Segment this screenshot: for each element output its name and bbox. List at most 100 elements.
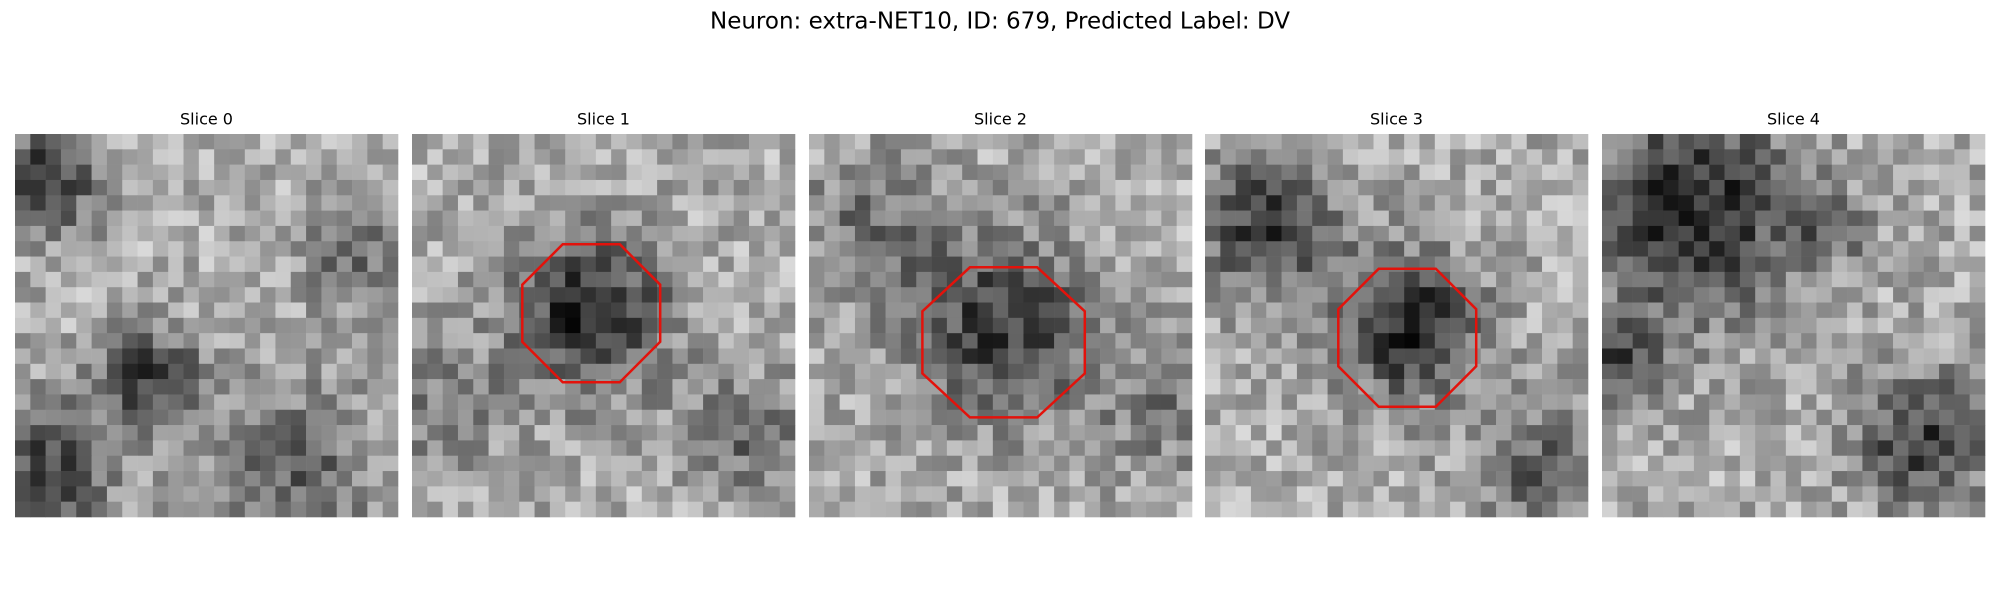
pixel bbox=[641, 394, 658, 411]
pixel bbox=[1008, 501, 1024, 518]
pixel bbox=[382, 379, 399, 395]
pixel bbox=[1404, 225, 1420, 242]
pixel bbox=[473, 287, 489, 303]
pixel bbox=[198, 379, 215, 395]
pixel bbox=[1115, 394, 1132, 411]
pixel bbox=[1893, 149, 1909, 165]
pixel bbox=[1632, 394, 1649, 411]
pixel bbox=[367, 179, 383, 196]
pixel bbox=[672, 271, 689, 288]
pixel bbox=[1617, 501, 1633, 518]
pixel bbox=[824, 363, 840, 380]
pixel bbox=[260, 149, 276, 165]
pixel bbox=[152, 425, 169, 441]
pixel bbox=[764, 317, 780, 334]
pixel bbox=[1526, 317, 1543, 334]
pixel bbox=[854, 302, 871, 319]
pixel bbox=[1434, 425, 1451, 441]
pixel bbox=[779, 179, 796, 196]
pixel bbox=[687, 179, 704, 196]
pixel bbox=[76, 302, 92, 319]
pixel bbox=[1785, 486, 1802, 502]
pixel bbox=[672, 379, 689, 395]
pixel bbox=[382, 195, 399, 211]
pixel bbox=[306, 409, 322, 426]
pixel bbox=[457, 149, 474, 165]
pixel bbox=[1496, 425, 1512, 441]
pixel bbox=[91, 486, 108, 502]
pixel bbox=[1266, 394, 1282, 411]
pixel bbox=[1130, 317, 1147, 334]
pixel bbox=[1235, 348, 1252, 365]
pixel bbox=[1893, 501, 1909, 518]
pixel bbox=[321, 363, 338, 380]
pixel bbox=[198, 394, 215, 411]
pixel bbox=[1388, 164, 1405, 181]
pixel bbox=[442, 241, 459, 257]
pixel bbox=[1831, 409, 1848, 426]
pixel bbox=[1526, 501, 1543, 518]
pixel bbox=[76, 348, 92, 365]
pixel bbox=[91, 440, 108, 457]
pixel bbox=[1877, 210, 1894, 227]
pixel bbox=[1602, 425, 1618, 441]
pixel bbox=[152, 241, 169, 257]
pixel bbox=[1054, 317, 1070, 334]
pixel bbox=[1511, 241, 1528, 257]
pixel bbox=[1342, 471, 1359, 487]
pixel bbox=[1312, 425, 1328, 441]
pixel bbox=[1526, 348, 1543, 365]
pixel bbox=[473, 486, 489, 502]
pixel bbox=[275, 363, 292, 380]
pixel bbox=[488, 179, 505, 196]
pixel bbox=[764, 287, 780, 303]
pixel bbox=[916, 149, 932, 165]
pixel bbox=[1526, 363, 1543, 380]
pixel bbox=[1342, 256, 1359, 273]
pixel bbox=[1847, 271, 1863, 288]
pixel bbox=[1923, 149, 1940, 165]
pixel bbox=[488, 501, 505, 518]
pixel bbox=[1358, 348, 1374, 365]
pixel bbox=[1038, 471, 1055, 487]
pixel bbox=[106, 501, 123, 518]
pixel bbox=[198, 225, 215, 242]
pixel bbox=[749, 409, 765, 426]
pixel bbox=[1526, 164, 1543, 181]
pixel bbox=[1954, 455, 1970, 472]
pixel bbox=[427, 486, 443, 502]
pixel bbox=[1801, 210, 1817, 227]
pixel bbox=[367, 210, 383, 227]
pixel bbox=[260, 409, 276, 426]
pixel bbox=[1939, 425, 1955, 441]
pixel bbox=[1450, 225, 1466, 242]
pixel bbox=[152, 271, 169, 288]
pixel bbox=[687, 425, 704, 441]
pixel bbox=[1373, 486, 1390, 502]
pixel bbox=[427, 317, 443, 334]
pixel bbox=[977, 134, 994, 150]
pixel bbox=[1632, 363, 1649, 380]
pixel bbox=[534, 471, 551, 487]
pixel bbox=[1038, 501, 1055, 518]
pixel bbox=[442, 302, 459, 319]
pixel bbox=[137, 333, 154, 349]
pixel bbox=[779, 241, 796, 257]
pixel bbox=[1647, 271, 1664, 288]
pixel bbox=[733, 302, 750, 319]
pixel bbox=[1755, 440, 1771, 457]
pixel bbox=[1450, 363, 1466, 380]
pixel bbox=[30, 363, 46, 380]
pixel bbox=[1862, 333, 1879, 349]
figure-title: Neuron: extra-NET10, ID: 679, Predicted … bbox=[710, 9, 1290, 35]
pixel bbox=[30, 425, 46, 441]
pixel bbox=[1450, 302, 1466, 319]
pixel bbox=[1100, 210, 1116, 227]
pixel bbox=[427, 287, 443, 303]
pixel bbox=[1450, 287, 1466, 303]
pixel bbox=[962, 195, 978, 211]
pixel bbox=[412, 348, 428, 365]
pixel bbox=[321, 425, 338, 441]
pixel bbox=[229, 486, 246, 502]
pixel bbox=[290, 394, 307, 411]
